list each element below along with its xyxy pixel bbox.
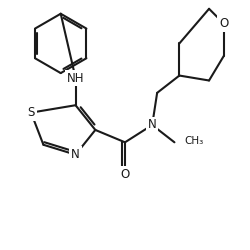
Text: CH₃: CH₃	[184, 136, 204, 146]
Text: O: O	[219, 17, 228, 30]
Text: O: O	[120, 168, 130, 181]
Text: N: N	[148, 118, 156, 132]
Text: S: S	[27, 106, 35, 119]
Text: NH: NH	[67, 72, 84, 85]
Text: N: N	[71, 148, 80, 161]
